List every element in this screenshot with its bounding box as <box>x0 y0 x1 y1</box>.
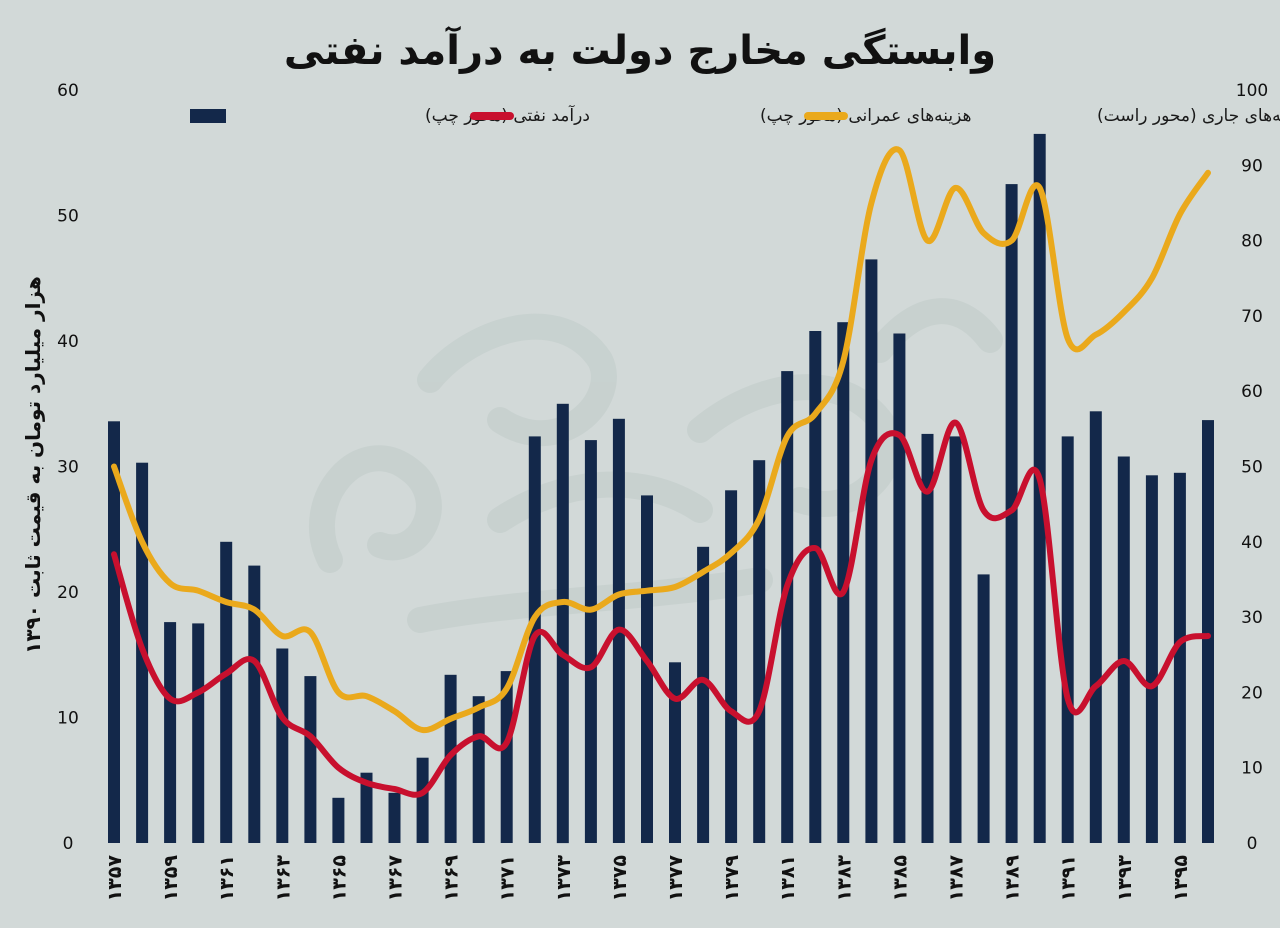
bar-oil-revenue-1374 <box>584 440 597 843</box>
legend-swatch-oil-revenue <box>190 109 226 123</box>
bar-oil-revenue-1388 <box>977 574 990 843</box>
y-right-tick-label: 10 <box>1241 759 1263 779</box>
bar-oil-revenue-1382 <box>809 331 822 843</box>
bar-oil-revenue-1383 <box>837 322 850 843</box>
bar-oil-revenue-1359 <box>164 622 177 843</box>
x-axis: ۱۳۵۷ ۱۳۵۹ ۱۳۶۱ ۱۳۶۳ ۱۳۶۵ ۱۳۶۷ ۱۳۶۹ ۱۳۷۱ ۱۳۷۳ ۱۳۷۵… <box>104 855 1192 902</box>
x-tick-label: ۱۳۸۵ <box>889 855 911 902</box>
x-tick-label: ۱۳۷۱ <box>497 855 519 901</box>
y-right-tick-label: 80 <box>1241 232 1263 252</box>
x-tick-label: ۱۳۶۵ <box>328 855 350 902</box>
y-right-tick-label: 70 <box>1241 307 1263 327</box>
x-tick-label: ۱۳۹۳ <box>1114 855 1136 902</box>
bar-oil-revenue-1386 <box>921 433 934 843</box>
bar-oil-revenue-1378 <box>697 546 710 843</box>
bar-oil-revenue-1367 <box>388 792 401 843</box>
bar-oil-revenue-1364 <box>304 676 317 843</box>
bar-oil-revenue-1365 <box>332 797 345 843</box>
bar-oil-revenue-1366 <box>360 772 373 843</box>
legend-label-current-spending: هزینه‌های جاری (محور راست) <box>1097 106 1280 126</box>
y-left-tick-label: 0 <box>63 834 74 854</box>
y-left-tick-label: 60 <box>57 81 79 101</box>
y-axis-left: 0 10 20 30 40 50 60 <box>57 81 79 854</box>
x-tick-label: ۱۳۵۹ <box>160 855 182 902</box>
y-left-tick-label: 40 <box>57 332 79 352</box>
legend-label-capital-spending: هزینه‌های عمرانی (محور چپ) <box>760 106 972 126</box>
chart-title: وابستگی مخارج دولت به درآمد نفتی <box>284 25 996 74</box>
bar-oil-revenue-1360 <box>192 623 205 843</box>
x-tick-label: ۱۳۶۳ <box>272 855 294 902</box>
y-right-tick-label: 50 <box>1241 458 1263 478</box>
y-axis-label: هزار میلیارد تومان به قیمت ثابت ۱۳۹۰ <box>21 276 45 654</box>
legend: درآمد نفتی (محور چپ) هزینه‌های عمرانی (م… <box>190 104 1280 126</box>
watermark-logo <box>309 298 1003 633</box>
bar-oil-revenue-1376 <box>641 495 653 843</box>
lines-layer <box>111 146 1211 798</box>
bar-oil-revenue-1361 <box>220 541 233 843</box>
x-tick-label: ۱۳۷۳ <box>553 855 575 902</box>
line-capital-spending <box>111 419 1211 798</box>
bar-oil-revenue-1362 <box>248 565 261 843</box>
y-right-tick-label: 20 <box>1241 683 1263 703</box>
x-tick-label: ۱۳۵۷ <box>104 855 126 902</box>
bar-oil-revenue-1373 <box>556 403 569 844</box>
legend-swatch-capital-spending <box>470 112 514 120</box>
y-left-tick-label: 30 <box>57 458 79 478</box>
y-right-tick-label: 90 <box>1241 156 1263 176</box>
bar-oil-revenue-1370 <box>472 696 485 843</box>
bar-oil-revenue-1380 <box>753 460 766 843</box>
x-tick-label: ۱۳۹۵ <box>1170 855 1192 902</box>
bar-oil-revenue-1377 <box>669 662 681 843</box>
y-left-tick-label: 50 <box>57 207 79 227</box>
bar-oil-revenue-1393 <box>1117 456 1130 843</box>
x-tick-label: ۱۳۸۱ <box>777 855 799 901</box>
bar-oil-revenue-1394 <box>1145 475 1158 843</box>
x-tick-label: ۱۳۸۷ <box>946 855 968 902</box>
bar-oil-revenue-1371 <box>500 671 513 843</box>
x-tick-label: ۱۳۷۵ <box>609 855 631 902</box>
x-tick-label: ۱۳۹۱ <box>1058 855 1080 901</box>
y-right-tick-label: 40 <box>1241 533 1263 553</box>
x-tick-label: ۱۳۷۹ <box>721 855 743 902</box>
y-axis-right: 0 10 20 30 40 50 60 70 80 90 100 <box>1236 81 1268 854</box>
bar-oil-revenue-1391 <box>1061 436 1074 843</box>
bar-oil-revenue-1363 <box>276 648 289 843</box>
bar-oil-revenue-1385 <box>893 333 906 843</box>
bar-oil-revenue-1392 <box>1089 411 1102 843</box>
x-tick-label: ۱۳۷۷ <box>665 855 687 902</box>
y-left-tick-label: 20 <box>57 583 79 603</box>
bar-oil-revenue-1379 <box>725 490 738 843</box>
bar-oil-revenue-1368 <box>416 757 429 843</box>
x-tick-label: ۱۳۶۷ <box>385 855 407 902</box>
bar-oil-revenue-1384 <box>865 259 878 843</box>
y-right-tick-label: 100 <box>1236 81 1268 101</box>
y-right-tick-label: 60 <box>1241 382 1263 402</box>
legend-swatch-current-spending <box>804 112 848 120</box>
y-left-tick-label: 10 <box>57 709 79 729</box>
bars-layer <box>108 133 1214 844</box>
bar-oil-revenue-1357 <box>108 421 120 843</box>
bar-oil-revenue-1395 <box>1173 472 1186 843</box>
y-right-tick-label: 0 <box>1247 834 1258 854</box>
x-tick-label: ۱۳۶۱ <box>216 855 238 901</box>
x-tick-label: ۱۳۶۹ <box>441 855 463 902</box>
y-right-tick-label: 30 <box>1241 608 1263 628</box>
x-tick-label: ۱۳۸۳ <box>833 855 855 902</box>
line-current-spending <box>111 146 1211 734</box>
bar-oil-revenue-1387 <box>949 436 962 843</box>
bar-oil-revenue-1396 <box>1202 420 1214 843</box>
bar-oil-revenue-1381 <box>781 371 794 843</box>
x-tick-label: ۱۳۸۹ <box>1002 855 1024 902</box>
